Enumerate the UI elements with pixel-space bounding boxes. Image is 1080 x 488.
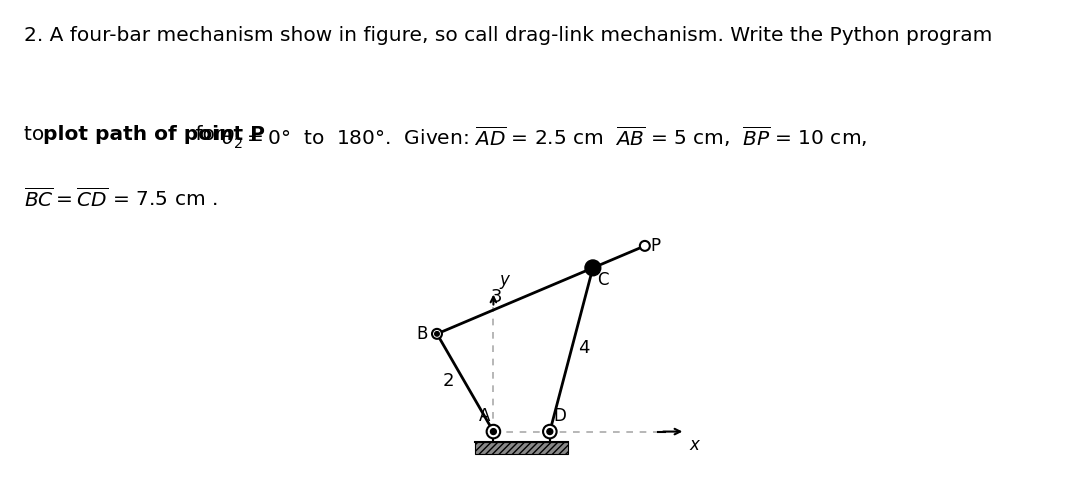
Circle shape [487, 425, 500, 438]
Text: to: to [24, 124, 51, 143]
Text: 4: 4 [578, 339, 590, 357]
Polygon shape [475, 442, 568, 454]
Text: A: A [478, 406, 490, 424]
Circle shape [432, 329, 442, 339]
Text: $\theta_2 = 0°$  to  $180°$.  Given: $\overline{AD}$ = 2.5 cm  $\overline{AB}$ =: $\theta_2 = 0°$ to $180°$. Given: $\over… [221, 124, 867, 151]
Circle shape [546, 429, 553, 435]
Text: y: y [499, 271, 509, 289]
Text: B: B [417, 324, 428, 342]
Circle shape [543, 425, 556, 438]
Text: plot path of point P: plot path of point P [43, 124, 266, 143]
Circle shape [490, 429, 497, 435]
Circle shape [585, 261, 600, 276]
Text: $\overline{BC} = \overline{CD}$ = 7.5 cm .: $\overline{BC} = \overline{CD}$ = 7.5 cm… [24, 187, 217, 210]
Text: x: x [690, 435, 700, 453]
Text: 2. A four-bar mechanism show in figure, so call drag-link mechanism. Write the P: 2. A four-bar mechanism show in figure, … [24, 26, 993, 45]
Circle shape [435, 332, 440, 336]
Text: for: for [189, 124, 230, 143]
Text: 2: 2 [443, 372, 454, 389]
Circle shape [639, 242, 650, 251]
Text: D: D [553, 406, 566, 424]
Text: P: P [650, 236, 661, 254]
Text: C: C [597, 270, 609, 288]
Text: 3: 3 [491, 288, 502, 305]
